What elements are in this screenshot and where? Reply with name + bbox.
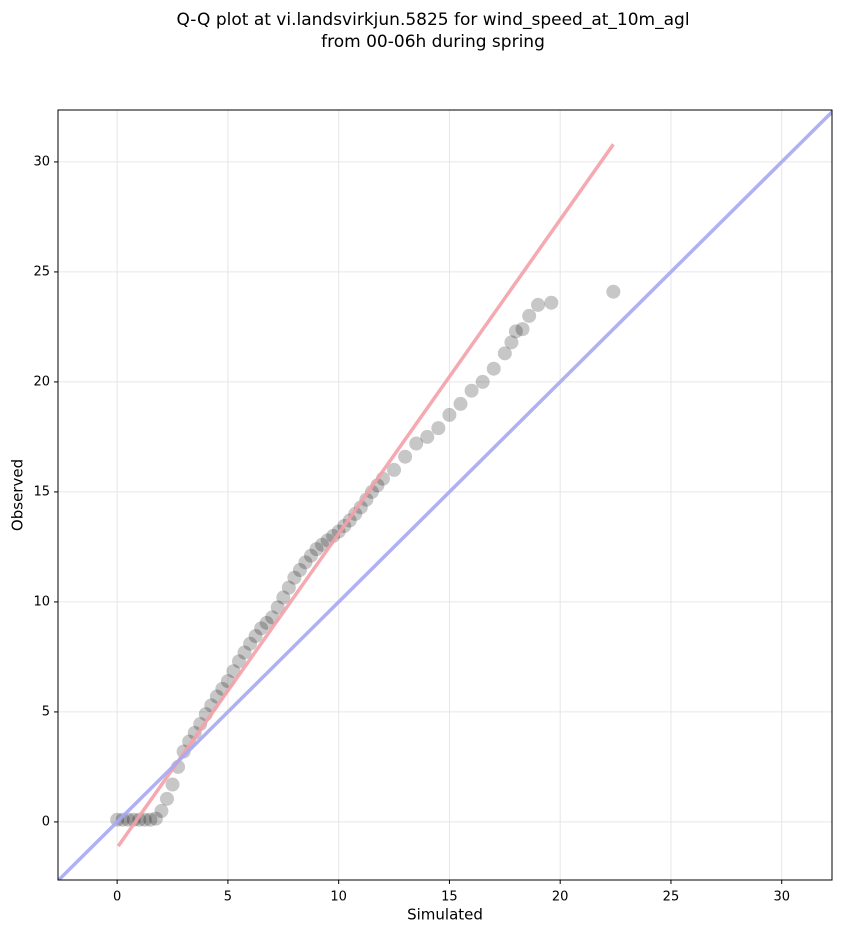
point	[281, 580, 296, 595]
point	[259, 615, 274, 630]
point	[115, 812, 130, 827]
point	[398, 449, 413, 464]
y-tick-label: 30	[33, 154, 50, 169]
point	[544, 295, 559, 310]
point	[154, 803, 169, 818]
x-tick-label: 20	[552, 890, 569, 905]
point	[606, 284, 621, 299]
y-tick-label: 10	[33, 594, 50, 609]
point	[442, 407, 457, 422]
reference-line	[58, 110, 832, 880]
point	[237, 645, 252, 660]
point	[276, 590, 291, 605]
x-tick-label: 30	[773, 890, 790, 905]
point	[248, 629, 263, 644]
point	[353, 500, 368, 515]
point	[287, 570, 302, 585]
point	[165, 777, 180, 792]
x-tick-label: 25	[663, 890, 680, 905]
point	[292, 563, 307, 578]
point	[254, 621, 269, 636]
point	[431, 421, 446, 436]
y-tick-label: 5	[42, 704, 50, 719]
point	[303, 548, 318, 563]
point	[486, 361, 501, 376]
point	[270, 600, 285, 615]
y-tick-label: 0	[42, 814, 50, 829]
point	[475, 374, 490, 389]
point	[497, 346, 512, 361]
point	[522, 308, 537, 323]
point	[515, 322, 530, 337]
y-tick-label: 15	[33, 484, 50, 499]
point	[148, 811, 163, 826]
point	[309, 542, 324, 557]
point	[187, 725, 202, 740]
chart-title: Q-Q plot at vi.landsvirkjun.5825 for win…	[176, 10, 689, 30]
chart-title: from 00-06h during spring	[321, 32, 545, 52]
point	[504, 335, 519, 350]
y-tick-label: 25	[33, 264, 50, 279]
point	[508, 324, 523, 339]
x-tick-label: 5	[224, 890, 232, 905]
x-tick-label: 0	[113, 890, 121, 905]
reference-line	[116, 143, 615, 848]
point	[409, 436, 424, 451]
point	[359, 492, 374, 507]
point	[364, 484, 379, 499]
y-axis-label: Observed	[9, 459, 27, 531]
point	[420, 429, 435, 444]
point	[298, 555, 313, 570]
y-tick-label: 20	[33, 374, 50, 389]
point	[226, 664, 241, 679]
x-tick-label: 10	[330, 890, 347, 905]
point	[231, 654, 246, 669]
point	[453, 396, 468, 411]
point	[315, 537, 330, 552]
x-tick-label: 15	[441, 890, 458, 905]
point	[387, 462, 402, 477]
point	[243, 636, 258, 651]
plot-area	[58, 110, 832, 880]
plot-frame	[57, 109, 833, 881]
point	[143, 812, 158, 827]
x-axis-label: Simulated	[407, 906, 483, 924]
point	[159, 791, 174, 806]
point	[531, 297, 546, 312]
point	[464, 383, 479, 398]
